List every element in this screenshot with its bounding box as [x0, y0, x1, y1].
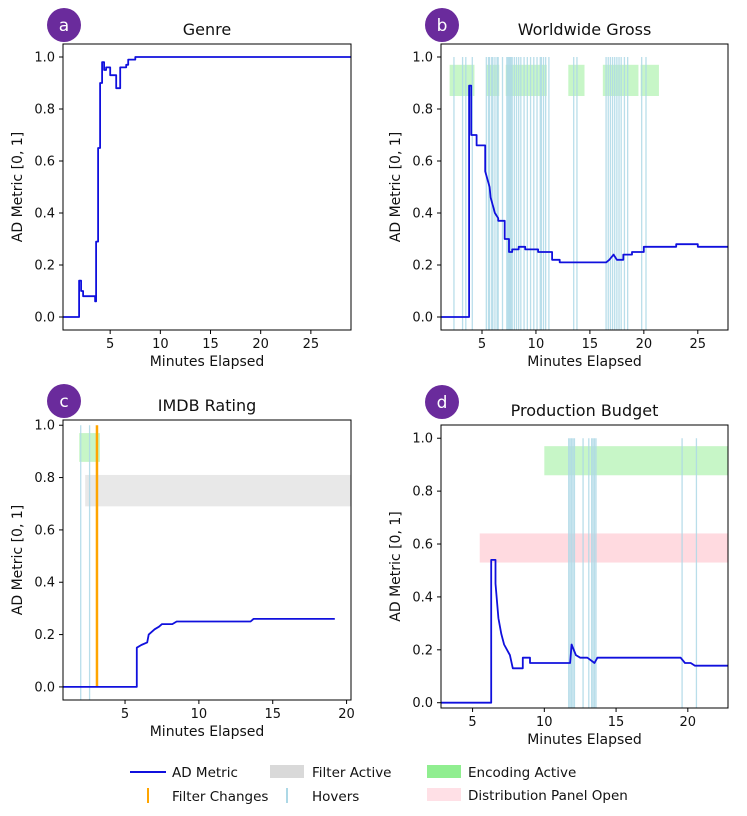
- legend-ad-metric-label: AD Metric: [172, 765, 238, 781]
- y-tick-label: 0.4: [412, 207, 433, 222]
- panel-badge-letter: a: [59, 16, 69, 36]
- panel-badge: [425, 8, 459, 42]
- y-tick-label: 0.6: [34, 523, 55, 538]
- y-axis-label: AD Metric [0, 1]: [10, 132, 26, 242]
- band-encoding-active: [640, 64, 659, 96]
- plot-area: [63, 425, 351, 700]
- x-tick-label: 20: [680, 715, 697, 730]
- x-tick-label: 10: [536, 715, 553, 730]
- y-tick-label: 0.0: [34, 311, 55, 326]
- legend-distribution-panel-open-swatch: [427, 788, 461, 801]
- y-axis-label: AD Metric [0, 1]: [388, 132, 404, 242]
- x-tick-label: 15: [608, 715, 625, 730]
- legend-encoding-active-swatch: [427, 765, 461, 778]
- x-tick-label: 5: [121, 707, 129, 722]
- x-axis-label: Minutes Elapsed: [527, 354, 642, 370]
- x-axis-label: Minutes Elapsed: [527, 732, 642, 748]
- panel-b: 5 10 15 20 25 0.0 0.2 0.4 0.6 0.8 1.0 Worldwide Gro…: [388, 8, 729, 370]
- x-axis-label: Minutes Elapsed: [150, 724, 265, 740]
- panel-a: 5 10 15 20 25 0.0 0.2 0.4 0.6 0.8 1.0 Genre Minutes …: [10, 8, 352, 370]
- axes-frame: [62, 43, 352, 331]
- panel-badge-letter: d: [437, 393, 448, 413]
- chart-title: IMDB Rating: [158, 396, 257, 415]
- panel-badge-letter: c: [59, 392, 68, 412]
- band-filter-active: [85, 474, 351, 507]
- panel-badge-letter: b: [437, 16, 448, 36]
- y-tick-label: 0.2: [34, 628, 55, 643]
- x-axis-label: Minutes Elapsed: [150, 354, 265, 370]
- x-tick-label: 25: [690, 337, 707, 352]
- y-tick-label: 0.2: [34, 259, 55, 274]
- x-tick-label: 10: [528, 337, 545, 352]
- y-tick-label: 0.4: [34, 576, 55, 591]
- x-tick-label: 15: [202, 337, 219, 352]
- y-tick-label: 0.4: [412, 590, 433, 605]
- band-distribution-panel-open: [479, 533, 728, 563]
- chart-title: Worldwide Gross: [518, 20, 652, 39]
- y-tick-label: 0.8: [34, 471, 55, 486]
- panel-badge: [47, 8, 81, 42]
- legend: AD Metric Filter Active Encoding Active …: [130, 765, 628, 805]
- legend-distribution-panel-open-label: Distribution Panel Open: [468, 788, 628, 804]
- y-tick-label: 1.0: [34, 51, 55, 66]
- y-tick-label: 0.6: [412, 155, 433, 170]
- x-tick-label: 10: [152, 337, 169, 352]
- y-tick-label: 0.0: [34, 680, 55, 695]
- x-tick-label: 20: [338, 707, 355, 722]
- x-tick-label: 5: [478, 337, 486, 352]
- panel-c: 5 10 15 20 0.0 0.2 0.4 0.6 0.8 1.0 IMDB Rating Minu…: [10, 384, 355, 740]
- y-tick-label: 1.0: [412, 432, 433, 447]
- ad-metric-line: [63, 56, 351, 318]
- y-tick-label: 0.6: [412, 538, 433, 553]
- x-tick-label: 20: [636, 337, 653, 352]
- plot-area: [63, 56, 351, 318]
- y-tick-label: 0.0: [412, 311, 433, 326]
- y-tick-label: 0.8: [34, 103, 55, 118]
- legend-filter-active-label: Filter Active: [312, 765, 391, 781]
- x-tick-label: 25: [303, 337, 320, 352]
- ad-metric-line: [441, 84, 728, 318]
- axes-frame: [440, 424, 729, 709]
- ad-metric-line: [63, 618, 335, 688]
- panel-badge: [47, 384, 81, 418]
- y-tick-label: 0.2: [412, 259, 433, 274]
- y-tick-label: 0.2: [412, 643, 433, 658]
- y-tick-label: 1.0: [34, 419, 55, 434]
- plot-area: [441, 57, 728, 330]
- axes-frame: [62, 419, 352, 701]
- legend-hovers-label: Hovers: [312, 789, 359, 805]
- x-tick-label: 20: [252, 337, 269, 352]
- y-tick-label: 1.0: [412, 51, 433, 66]
- y-tick-label: 0.8: [412, 485, 433, 500]
- x-tick-label: 5: [468, 715, 476, 730]
- plot-area: [441, 438, 728, 708]
- legend-encoding-active-label: Encoding Active: [468, 765, 576, 781]
- y-tick-label: 0.4: [34, 207, 55, 222]
- x-tick-label: 10: [191, 707, 208, 722]
- chart-title: Production Budget: [511, 401, 659, 420]
- legend-filter-active-swatch: [270, 765, 304, 778]
- x-tick-label: 15: [264, 707, 281, 722]
- chart-title: Genre: [183, 20, 231, 39]
- y-tick-label: 0.0: [412, 696, 433, 711]
- ad-metric-line: [441, 559, 728, 704]
- axes-frame: [440, 43, 729, 331]
- legend-filter-changes-label: Filter Changes: [172, 789, 268, 805]
- panel-d: 5 10 15 20 0.0 0.2 0.4 0.6 0.8 1.0 Production Budg…: [388, 385, 729, 748]
- y-axis-label: AD Metric [0, 1]: [388, 511, 404, 621]
- panel-badge: [425, 385, 459, 419]
- x-tick-label: 5: [106, 337, 114, 352]
- x-tick-label: 15: [582, 337, 599, 352]
- y-axis-label: AD Metric [0, 1]: [10, 505, 26, 615]
- y-tick-label: 0.8: [412, 103, 433, 118]
- y-tick-label: 0.6: [34, 155, 55, 170]
